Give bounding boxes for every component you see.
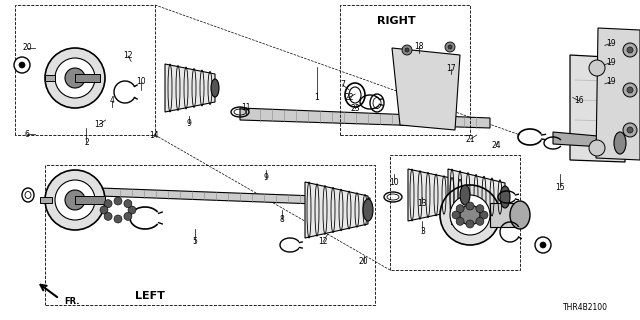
Circle shape bbox=[14, 57, 30, 73]
Text: RIGHT: RIGHT bbox=[378, 16, 416, 26]
Text: 10: 10 bbox=[136, 77, 146, 86]
Circle shape bbox=[65, 68, 85, 88]
Ellipse shape bbox=[460, 185, 470, 205]
Circle shape bbox=[104, 212, 112, 220]
Text: 20: 20 bbox=[358, 257, 369, 266]
Ellipse shape bbox=[614, 132, 626, 154]
Text: 13: 13 bbox=[417, 199, 428, 208]
Ellipse shape bbox=[510, 201, 530, 229]
Text: 1: 1 bbox=[314, 93, 319, 102]
Polygon shape bbox=[100, 188, 370, 206]
Polygon shape bbox=[305, 182, 368, 238]
Text: 16: 16 bbox=[574, 96, 584, 105]
Circle shape bbox=[45, 170, 105, 230]
Circle shape bbox=[124, 200, 132, 208]
Bar bbox=[40, 197, 52, 203]
Text: 23: 23 bbox=[350, 104, 360, 113]
Text: 6: 6 bbox=[24, 130, 29, 139]
Circle shape bbox=[45, 48, 105, 108]
Polygon shape bbox=[570, 55, 625, 162]
Text: 2: 2 bbox=[84, 138, 89, 147]
Text: 7: 7 bbox=[340, 80, 345, 89]
Polygon shape bbox=[596, 28, 640, 160]
Circle shape bbox=[402, 45, 412, 55]
Circle shape bbox=[114, 215, 122, 223]
Circle shape bbox=[535, 237, 551, 253]
Text: 4: 4 bbox=[109, 96, 115, 105]
Text: 5: 5 bbox=[193, 237, 198, 246]
Text: LEFT: LEFT bbox=[136, 291, 165, 301]
Circle shape bbox=[456, 204, 464, 212]
Circle shape bbox=[445, 42, 455, 52]
Text: 19: 19 bbox=[606, 77, 616, 86]
Circle shape bbox=[589, 140, 605, 156]
Circle shape bbox=[19, 62, 25, 68]
Circle shape bbox=[456, 217, 464, 225]
Polygon shape bbox=[553, 132, 620, 148]
Text: 18: 18 bbox=[415, 42, 424, 51]
Polygon shape bbox=[240, 108, 490, 128]
Text: 9: 9 bbox=[186, 119, 191, 128]
Text: 11: 11 bbox=[242, 103, 251, 112]
Circle shape bbox=[627, 87, 633, 93]
Text: 9: 9 bbox=[263, 173, 268, 182]
Text: 19: 19 bbox=[606, 58, 616, 67]
Text: 8: 8 bbox=[279, 215, 284, 224]
Text: 20: 20 bbox=[22, 44, 32, 52]
Text: 12: 12 bbox=[319, 237, 328, 246]
Text: FR.: FR. bbox=[65, 297, 80, 306]
Circle shape bbox=[448, 45, 452, 49]
Text: 3: 3 bbox=[420, 228, 425, 236]
Circle shape bbox=[452, 211, 460, 219]
Ellipse shape bbox=[211, 79, 219, 97]
Text: 19: 19 bbox=[606, 39, 616, 48]
Bar bbox=[75, 196, 105, 204]
Circle shape bbox=[466, 220, 474, 228]
Text: 15: 15 bbox=[555, 183, 565, 192]
Circle shape bbox=[104, 200, 112, 208]
Circle shape bbox=[627, 127, 633, 133]
Circle shape bbox=[128, 206, 136, 214]
Circle shape bbox=[476, 204, 484, 212]
Bar bbox=[75, 74, 100, 82]
Circle shape bbox=[65, 190, 85, 210]
Circle shape bbox=[589, 60, 605, 76]
Circle shape bbox=[480, 211, 488, 219]
Circle shape bbox=[450, 195, 490, 235]
Polygon shape bbox=[392, 48, 460, 130]
Text: 10: 10 bbox=[388, 178, 399, 187]
Circle shape bbox=[623, 43, 637, 57]
Text: 22: 22 bbox=[344, 93, 353, 102]
Circle shape bbox=[476, 217, 484, 225]
Circle shape bbox=[460, 205, 480, 225]
Text: THR4B2100: THR4B2100 bbox=[563, 303, 608, 312]
Polygon shape bbox=[448, 169, 505, 225]
Circle shape bbox=[440, 185, 500, 245]
Text: 12: 12 bbox=[124, 52, 132, 60]
Polygon shape bbox=[165, 64, 215, 112]
Circle shape bbox=[540, 242, 546, 248]
Circle shape bbox=[114, 197, 122, 205]
Text: 24: 24 bbox=[491, 141, 501, 150]
Bar bbox=[45, 75, 55, 81]
Bar bbox=[490, 203, 520, 227]
Circle shape bbox=[623, 83, 637, 97]
Circle shape bbox=[55, 58, 95, 98]
Ellipse shape bbox=[363, 199, 373, 221]
Circle shape bbox=[466, 202, 474, 210]
Ellipse shape bbox=[500, 186, 510, 208]
Text: 14: 14 bbox=[148, 132, 159, 140]
Circle shape bbox=[100, 206, 108, 214]
Circle shape bbox=[627, 47, 633, 53]
Circle shape bbox=[623, 123, 637, 137]
Circle shape bbox=[55, 180, 95, 220]
Text: 13: 13 bbox=[94, 120, 104, 129]
Text: 17: 17 bbox=[446, 64, 456, 73]
Text: 21: 21 bbox=[466, 135, 475, 144]
Circle shape bbox=[405, 48, 409, 52]
Polygon shape bbox=[408, 169, 465, 221]
Circle shape bbox=[124, 212, 132, 220]
